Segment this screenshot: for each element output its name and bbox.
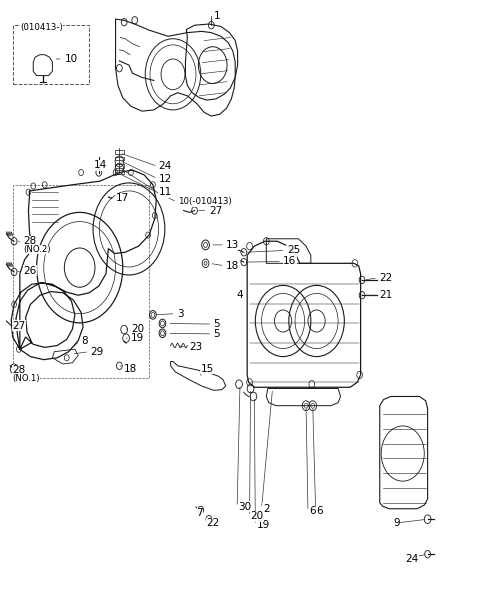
Text: 19: 19 (131, 333, 144, 343)
Text: 10: 10 (65, 54, 78, 64)
Text: 18: 18 (124, 364, 137, 374)
Text: 18: 18 (226, 261, 239, 271)
Text: 6: 6 (310, 506, 316, 516)
Text: 25: 25 (287, 245, 300, 255)
Text: 21: 21 (379, 290, 392, 300)
Text: (NO.1): (NO.1) (12, 374, 40, 383)
Text: 16: 16 (283, 256, 296, 266)
Text: 6: 6 (317, 506, 323, 516)
Text: 27: 27 (209, 206, 222, 216)
Text: 22: 22 (379, 273, 392, 283)
Text: 12: 12 (158, 173, 172, 184)
Text: 27: 27 (12, 321, 26, 331)
Text: 28: 28 (24, 236, 37, 246)
Text: 24: 24 (158, 161, 172, 172)
Bar (115, 170, 124, 173)
Text: (010413-): (010413-) (20, 23, 62, 32)
Text: 10(-010413): 10(-010413) (178, 197, 231, 207)
Text: 1: 1 (214, 11, 220, 21)
Text: 28: 28 (12, 365, 26, 375)
Text: 14: 14 (94, 160, 107, 170)
Text: 23: 23 (189, 343, 202, 352)
Text: 19: 19 (257, 520, 270, 530)
Bar (115, 151, 124, 154)
Text: 15: 15 (201, 364, 214, 374)
Text: 26: 26 (24, 266, 37, 276)
Text: 7: 7 (196, 508, 203, 518)
Text: 2: 2 (263, 504, 270, 514)
Text: 17: 17 (116, 193, 129, 204)
Text: 20: 20 (131, 324, 144, 334)
Text: 5: 5 (214, 319, 220, 329)
Text: 30: 30 (239, 502, 252, 512)
Text: 8: 8 (81, 336, 88, 346)
Bar (115, 164, 124, 168)
Text: 5: 5 (214, 329, 220, 339)
Text: 24: 24 (405, 554, 419, 564)
Text: 20: 20 (251, 511, 264, 521)
Bar (115, 157, 124, 161)
Text: 9: 9 (393, 518, 400, 528)
Text: (NO.2): (NO.2) (24, 245, 51, 255)
Text: 13: 13 (226, 240, 239, 250)
Text: 3: 3 (177, 309, 183, 319)
Text: 4: 4 (236, 290, 243, 300)
Text: 29: 29 (91, 347, 104, 357)
Text: 11: 11 (158, 187, 172, 197)
Text: 22: 22 (206, 518, 220, 528)
